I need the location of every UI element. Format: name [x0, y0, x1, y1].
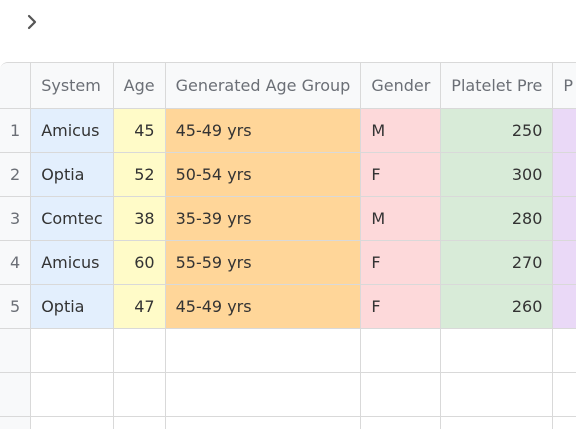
table-row: 3 Comtec 38 35-39 yrs M 280	[0, 196, 576, 241]
empty-cell[interactable]	[30, 328, 114, 373]
empty-cell[interactable]	[113, 328, 166, 373]
column-header-platelet-pre[interactable]: Platelet Pre	[440, 63, 554, 109]
empty-cell[interactable]	[360, 416, 442, 429]
spreadsheet-grid: System Age Generated Age Group Gender Pl…	[0, 62, 576, 429]
cell-system[interactable]: Amicus	[30, 108, 114, 153]
cell-system[interactable]: Optia	[30, 284, 114, 329]
cell-age-group[interactable]: 50-54 yrs	[165, 152, 362, 197]
row-number[interactable]	[0, 328, 32, 373]
column-header-system[interactable]: System	[30, 63, 114, 109]
empty-cell[interactable]	[165, 416, 362, 429]
cell-platelet-pre[interactable]: 260	[440, 284, 554, 329]
empty-cell[interactable]	[30, 372, 114, 417]
empty-cell[interactable]	[165, 372, 362, 417]
empty-cell[interactable]	[360, 372, 442, 417]
column-header-age[interactable]: Age	[113, 63, 166, 109]
cell-gender[interactable]: F	[360, 240, 442, 285]
cell-age-group[interactable]: 55-59 yrs	[165, 240, 362, 285]
empty-cell[interactable]	[30, 416, 114, 429]
column-header-age-group[interactable]: Generated Age Group	[165, 63, 362, 109]
empty-cell[interactable]	[165, 328, 362, 373]
cell-system[interactable]: Optia	[30, 152, 114, 197]
cell-next[interactable]	[552, 108, 576, 153]
empty-row	[0, 372, 576, 417]
row-number[interactable]: 2	[0, 152, 32, 197]
table-row: 1 Amicus 45 45-49 yrs M 250	[0, 108, 576, 153]
toolbar	[0, 0, 576, 62]
row-number[interactable]	[0, 416, 32, 429]
cell-platelet-pre[interactable]: 300	[440, 152, 554, 197]
empty-cell[interactable]	[113, 372, 166, 417]
empty-cell[interactable]	[552, 416, 576, 429]
row-number[interactable]: 3	[0, 196, 32, 241]
cell-next[interactable]	[552, 196, 576, 241]
cell-platelet-pre[interactable]: 280	[440, 196, 554, 241]
cell-age-group[interactable]: 35-39 yrs	[165, 196, 362, 241]
data-table: System Age Generated Age Group Gender Pl…	[0, 63, 576, 429]
empty-cell[interactable]	[552, 372, 576, 417]
row-number[interactable]: 5	[0, 284, 32, 329]
cell-age-group[interactable]: 45-49 yrs	[165, 284, 362, 329]
cell-system[interactable]: Comtec	[30, 196, 114, 241]
cell-gender[interactable]: F	[360, 284, 442, 329]
table-row: 4 Amicus 60 55-59 yrs F 270	[0, 240, 576, 285]
column-header-next[interactable]: P	[552, 63, 576, 109]
cell-gender[interactable]: M	[360, 108, 442, 153]
row-number[interactable]: 4	[0, 240, 32, 285]
empty-row	[0, 328, 576, 373]
table-row: 2 Optia 52 50-54 yrs F 300	[0, 152, 576, 197]
cell-platelet-pre[interactable]: 250	[440, 108, 554, 153]
header-row: System Age Generated Age Group Gender Pl…	[0, 63, 576, 109]
cell-age[interactable]: 47	[113, 284, 166, 329]
row-number[interactable]: 1	[0, 108, 32, 153]
empty-cell[interactable]	[360, 328, 442, 373]
cell-gender[interactable]: M	[360, 196, 442, 241]
cell-next[interactable]	[552, 240, 576, 285]
empty-cell[interactable]	[113, 416, 166, 429]
cell-system[interactable]: Amicus	[30, 240, 114, 285]
cell-age-group[interactable]: 45-49 yrs	[165, 108, 362, 153]
corner-cell[interactable]	[0, 63, 32, 109]
empty-row	[0, 416, 576, 429]
empty-cell[interactable]	[440, 372, 554, 417]
cell-platelet-pre[interactable]: 270	[440, 240, 554, 285]
cell-age[interactable]: 45	[113, 108, 166, 153]
cell-age[interactable]: 38	[113, 196, 166, 241]
cell-next[interactable]	[552, 284, 576, 329]
chevron-right-icon	[27, 14, 37, 30]
expand-button[interactable]	[20, 10, 44, 34]
empty-cell[interactable]	[440, 328, 554, 373]
table-row: 5 Optia 47 45-49 yrs F 260	[0, 284, 576, 329]
cell-age[interactable]: 52	[113, 152, 166, 197]
cell-next[interactable]	[552, 152, 576, 197]
row-number[interactable]	[0, 372, 32, 417]
cell-age[interactable]: 60	[113, 240, 166, 285]
cell-gender[interactable]: F	[360, 152, 442, 197]
column-header-gender[interactable]: Gender	[360, 63, 442, 109]
empty-cell[interactable]	[552, 328, 576, 373]
empty-cell[interactable]	[440, 416, 554, 429]
